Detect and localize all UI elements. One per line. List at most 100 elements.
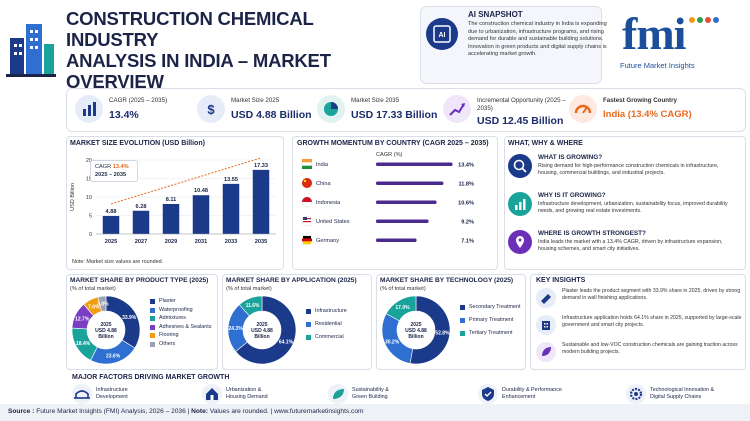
donut-slice xyxy=(97,295,107,312)
factor-label-line2: Development xyxy=(96,394,128,400)
y-tick-label: 10 xyxy=(86,195,92,201)
gear-icon xyxy=(626,384,646,404)
flag-usa-icon xyxy=(301,215,313,227)
flag-band xyxy=(303,241,311,245)
technology-legend: Secondary Treatment Primary Treatment Tert… xyxy=(460,304,524,343)
building-icon xyxy=(6,24,56,77)
search-icon xyxy=(508,154,532,178)
flag-band xyxy=(303,217,307,220)
legend-swatch xyxy=(150,307,155,313)
donut-center-label: Billion xyxy=(98,334,113,340)
kpi-bar: CAGR (2025 – 2035) 13.4% $ Market Size 2… xyxy=(66,88,746,132)
flag-band xyxy=(302,165,312,169)
data-label: 13.4% xyxy=(458,163,474,169)
www-list: WHAT IS GROWING? Rising demand for high-… xyxy=(508,152,742,266)
legend-swatch xyxy=(150,341,155,347)
bar xyxy=(132,210,150,234)
legend-label: Commercial xyxy=(315,334,344,340)
slice-label: 7.6% xyxy=(88,304,100,310)
flag-band xyxy=(302,238,312,242)
slice-label: 11.6% xyxy=(246,303,260,309)
kpi-cagr: CAGR (2025 – 2035) 13.4% xyxy=(75,93,195,129)
kpi-fastest-country: Fastest Growing Country India (13.4% CAG… xyxy=(569,93,744,129)
legend-item: Residential xyxy=(306,321,370,327)
bar-chart-icon xyxy=(75,95,103,123)
legend-label: Infrastructure xyxy=(315,308,347,314)
growth-subtitle: CAGR (%) xyxy=(376,152,403,158)
bar xyxy=(252,169,270,234)
slice-label: 33.9% xyxy=(122,315,137,321)
slice-label: 18.4% xyxy=(76,341,91,347)
legend-item: Primary Treatment xyxy=(460,317,524,323)
legend-item: Others xyxy=(150,341,216,347)
www-item: WHAT IS GROWING? Rising demand for high-… xyxy=(508,152,742,190)
market-size-title: MARKET SIZE EVOLUTION (USD Billion) xyxy=(70,140,205,147)
bridge-icon xyxy=(72,384,92,404)
www-panel xyxy=(504,136,746,270)
bar xyxy=(192,195,210,234)
application-legend: Infrastructure Residential Commercial xyxy=(306,308,370,347)
legend-label: Tertiary Treatment xyxy=(469,330,513,336)
category-label: Germany xyxy=(316,238,339,244)
factor-item: Urbanization & Housing Demand xyxy=(202,384,268,404)
legend-label: Flooring xyxy=(159,332,179,338)
slice-label: 64.1% xyxy=(279,339,294,345)
factor-item: Durability & Performance Enhancement xyxy=(478,384,562,404)
factor-label-line2: Enhancement xyxy=(502,394,536,400)
legend-item: Infrastructure xyxy=(306,308,370,314)
insights-list: Plaster leads the product segment with 3… xyxy=(536,288,742,369)
source-bar: Source : Future Market Insights (FMI) An… xyxy=(0,404,750,421)
bar xyxy=(376,200,437,204)
insight-item: Plaster leads the product segment with 3… xyxy=(536,288,742,315)
insights-title: KEY INSIGHTS xyxy=(536,277,586,284)
data-label: 6.28 xyxy=(136,204,147,210)
data-label: 8.11 xyxy=(166,197,177,203)
bar xyxy=(102,215,120,234)
x-tick-label: 2031 xyxy=(195,239,207,245)
donut-center-label: USD 4.88 xyxy=(405,328,427,334)
legend-label: Residential xyxy=(315,321,342,327)
factor-label-line1: Technological Innovation & xyxy=(650,387,715,394)
kpi-size-2035: Market Size 2035 USD 17.33 Billion xyxy=(317,93,442,129)
x-tick-label: 2029 xyxy=(165,239,177,245)
factor-label-line1: Urbanization & xyxy=(226,387,262,394)
logo-dots-icon xyxy=(689,17,719,23)
data-label: 9.2% xyxy=(461,220,474,226)
technology-title: MARKET SHARE BY TECHNOLOGY (2025) xyxy=(380,277,514,284)
donut-center-label: 2025 xyxy=(410,322,421,328)
www-item: WHY IS IT GROWING? Infrastructure develo… xyxy=(508,190,742,228)
bar xyxy=(376,162,453,166)
legend-swatch xyxy=(150,299,155,304)
snapshot-card: AI xyxy=(420,6,602,84)
category-label: China xyxy=(316,181,332,187)
factor-item: Infrastructure Development xyxy=(72,384,128,404)
legend-swatch xyxy=(306,309,311,314)
legend-swatch xyxy=(460,305,465,310)
growth-icon xyxy=(443,95,471,123)
trend-arrow xyxy=(110,157,262,205)
logo-subtitle: Future Market Insights xyxy=(620,61,695,70)
flag-band xyxy=(302,159,312,163)
house-icon xyxy=(202,384,222,404)
insight-item: Infrastructure application holds 64.1% s… xyxy=(536,315,742,342)
slice-label: 24.3% xyxy=(228,326,243,332)
data-label: 7.1% xyxy=(461,239,474,245)
building-icon xyxy=(536,315,556,335)
donut-slice xyxy=(238,295,263,317)
application-panel xyxy=(222,274,372,370)
location-icon xyxy=(508,230,532,254)
legend-label: Plaster xyxy=(159,298,176,304)
flag-china-icon xyxy=(301,177,313,189)
bar xyxy=(162,203,180,234)
bar xyxy=(376,219,429,223)
data-label: 11.8% xyxy=(458,182,474,188)
factor-label-line2: Green Building xyxy=(352,394,388,400)
snapshot-title: AI SNAPSHOT xyxy=(468,10,523,19)
donut-slice xyxy=(235,295,297,365)
product-sub: (% of total market) xyxy=(70,286,116,292)
legend-label: Others xyxy=(159,340,176,347)
donut-slice xyxy=(90,339,136,365)
